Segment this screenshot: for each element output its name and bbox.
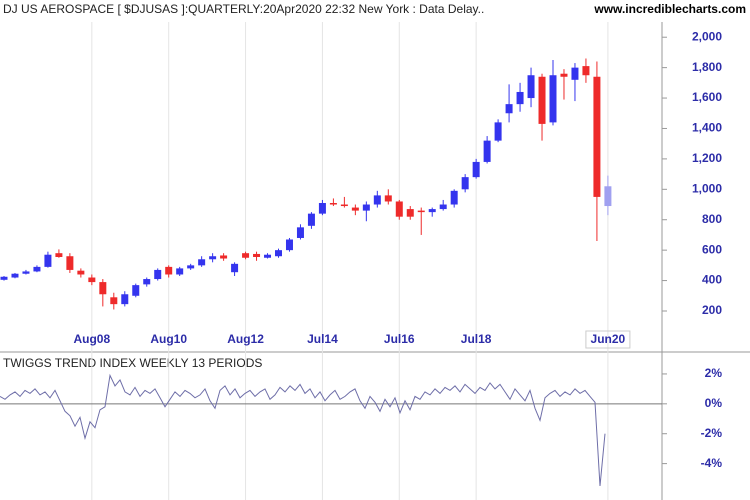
- site-name: www.incrediblecharts.com: [593, 2, 746, 16]
- candle-body: [494, 122, 502, 141]
- candle-body: [110, 297, 118, 305]
- candle-body: [516, 91, 524, 105]
- x-tick-label: Jul14: [307, 332, 338, 346]
- candle-body: [571, 67, 579, 80]
- candle-body: [406, 209, 414, 217]
- y-tick-label: 800: [702, 212, 722, 226]
- candle-body: [307, 213, 315, 226]
- candle-body: [428, 209, 436, 213]
- candle-body: [121, 294, 129, 305]
- candle-body: [132, 285, 140, 296]
- x-tick-label: Aug12: [227, 332, 264, 346]
- candle-body: [0, 276, 8, 280]
- y-tick-label: 600: [702, 242, 722, 256]
- indicator-title: TWIGGS TREND INDEX WEEKLY 13 PERIODS: [3, 356, 262, 370]
- candle-body: [99, 282, 107, 295]
- candle-body: [187, 265, 195, 269]
- y-tick-label: 2,000: [692, 29, 722, 43]
- candle-body: [154, 269, 162, 280]
- y-tick-label: 0%: [705, 396, 723, 410]
- indicator-line: [0, 373, 606, 487]
- x-tick-label: Jul16: [384, 332, 415, 346]
- candle-body: [242, 253, 250, 258]
- y-tick-label: -2%: [701, 426, 723, 440]
- candle-body: [22, 271, 30, 274]
- candle-body: [209, 256, 217, 260]
- candle-body: [264, 254, 272, 258]
- y-tick-label: 2%: [705, 366, 723, 380]
- candle-body: [55, 253, 63, 257]
- candle-body: [593, 76, 601, 197]
- candle-body: [275, 250, 282, 257]
- y-tick-label: 1,000: [692, 181, 722, 195]
- candle-body: [318, 202, 326, 214]
- y-tick-label: 1,600: [692, 90, 722, 104]
- candle-body: [373, 195, 381, 205]
- y-tick-label: 1,200: [692, 151, 722, 165]
- candle-body: [604, 186, 612, 207]
- candle-body: [220, 255, 228, 259]
- candle-body: [231, 263, 239, 273]
- candle-body: [66, 256, 74, 270]
- candle-body: [527, 75, 535, 99]
- candle-body: [483, 140, 491, 162]
- y-tick-label: 200: [702, 303, 722, 317]
- candle-body: [439, 204, 447, 210]
- candle-body: [329, 202, 337, 205]
- candle-body: [77, 270, 85, 275]
- candle-body: [11, 273, 19, 278]
- candle-body: [296, 227, 304, 238]
- candle-body: [33, 266, 41, 272]
- candle-body: [549, 75, 557, 123]
- y-tick-label: 400: [702, 273, 722, 287]
- candle-body: [285, 239, 293, 251]
- x-tick-label: Aug10: [150, 332, 187, 346]
- x-tick-label: Aug08: [73, 332, 110, 346]
- candle-body: [253, 253, 261, 257]
- candle-body: [384, 195, 392, 202]
- candle-body: [351, 207, 359, 211]
- candle-body: [461, 177, 469, 190]
- candle-body: [176, 268, 184, 275]
- y-tick-label: -4%: [701, 456, 723, 470]
- candle-body: [88, 277, 96, 283]
- x-tick-label: Jun20: [591, 332, 626, 346]
- candle-body: [560, 73, 568, 77]
- candle-body: [165, 266, 173, 275]
- candle-body: [44, 254, 52, 267]
- chart-title: DJ US AEROSPACE [ $DJUSAS ]:QUARTERLY:20…: [3, 2, 484, 16]
- candle-body: [582, 66, 590, 76]
- candle-body: [450, 190, 458, 205]
- label-box: [585, 330, 631, 349]
- y-tick-label: 1,400: [692, 121, 722, 135]
- candle-body: [395, 201, 403, 217]
- candle-body: [538, 76, 546, 124]
- candle-body: [472, 161, 480, 178]
- candle-body: [143, 279, 151, 285]
- candle-body: [505, 104, 513, 114]
- candle-body: [198, 259, 206, 266]
- candle-body: [340, 204, 348, 207]
- y-tick-label: 1,800: [692, 60, 722, 74]
- candle-body: [417, 210, 425, 213]
- x-tick-label: Jul18: [461, 332, 492, 346]
- candle-body: [362, 204, 370, 211]
